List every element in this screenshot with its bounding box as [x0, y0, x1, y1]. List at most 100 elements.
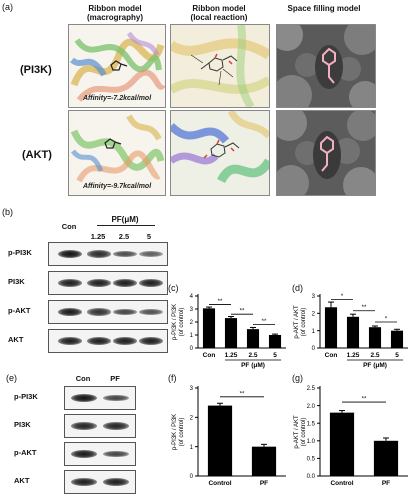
- x-tick-label-d-1: 1.25: [347, 352, 360, 359]
- blot-b-band-2-3: [139, 308, 163, 316]
- affinity-akt: Affinity=-9.7kcal/mol: [83, 183, 152, 190]
- panel-label-f: (f): [168, 373, 177, 383]
- blot-b-band-0-2: [113, 250, 137, 258]
- header-ribbon-local: Ribbon model (local reaction): [190, 4, 248, 22]
- y-tick-label-d-0: 0: [312, 346, 316, 352]
- blot-b-band-0-0: [58, 250, 82, 258]
- y-tick-label-c-0: 0: [190, 346, 194, 352]
- x-tick-label-g-0: Control: [330, 480, 353, 487]
- x-tick-label-g-1: PF: [382, 480, 390, 487]
- panel-label-g: (g): [292, 373, 303, 383]
- blot-b-band-1-1: [87, 279, 111, 287]
- bar-d-3: [390, 330, 404, 348]
- blot-b-band-1-2: [113, 279, 137, 287]
- lane-e-0: Con: [75, 374, 91, 383]
- y-tick-label-g-4: 2.0: [307, 404, 316, 410]
- y-label-g: p-AKT / AKT: [294, 415, 300, 449]
- blot-e-strip-2: [64, 442, 136, 466]
- y-tick-label-c-4: 4: [190, 294, 194, 300]
- row-label-akt: (AKT): [22, 149, 52, 161]
- bar-c-1: [224, 318, 238, 348]
- blot-b-label-3: AKT: [8, 335, 24, 344]
- blot-b-band-1-0: [58, 279, 82, 287]
- bar-g-1: [373, 440, 399, 476]
- y-label-sub-c: (of control): [179, 308, 185, 337]
- blot-b-band-1-3: [139, 279, 163, 287]
- space-filling-image-pi3k: [276, 24, 376, 108]
- blot-e-strip-3: [64, 470, 136, 494]
- x-tick-label-d-3: 5: [395, 352, 399, 359]
- x-tick-label-f-0: Control: [208, 480, 231, 487]
- y-label-c: p-PI3K / PI3K: [172, 304, 178, 340]
- blot-b-strip-2: [48, 300, 168, 324]
- ribbon-local-image-akt: [170, 110, 270, 196]
- y-tick-label-d-3: 3: [312, 294, 316, 300]
- blot-e-strip-1: [64, 414, 136, 438]
- y-tick-label-g-5: 2.5: [307, 386, 316, 392]
- blot-b-band-2-0: [58, 308, 82, 316]
- blot-b-label-1: PI3K: [8, 277, 25, 286]
- blot-b-label-2: p-AKT: [8, 306, 31, 315]
- treatment-label-b: PF(μM): [111, 215, 139, 224]
- panel-label-a: (a): [2, 2, 13, 12]
- y-tick-label-g-0: 0.0: [307, 474, 316, 480]
- y-label-sub-g: (of control): [301, 418, 307, 447]
- x-tick-label-c-3: 5: [273, 352, 277, 359]
- panel-label-c: (c): [168, 283, 179, 293]
- panel-label-e: (e): [6, 373, 17, 383]
- lane-b-1: 1.25: [90, 232, 106, 241]
- space-filling-image-akt: [276, 110, 376, 196]
- sig-label-d-1: **: [362, 305, 367, 311]
- treatment-line-b: [97, 225, 155, 226]
- blot-e-band-2-1: [103, 450, 129, 458]
- header-ribbon-macro: Ribbon model (macrography): [86, 4, 143, 22]
- blot-b-band-3-1: [87, 337, 111, 345]
- bar-d-1: [346, 316, 360, 348]
- blot-b-strip-0: [48, 242, 168, 266]
- blot-b-strip-1: [48, 271, 168, 295]
- blot-b-band-3-3: [139, 337, 163, 345]
- blot-b-band-3-2: [113, 337, 137, 345]
- sig-label-c-0: **: [218, 299, 223, 305]
- bar-c-0: [202, 308, 216, 348]
- lane-e-1: PF: [110, 374, 120, 383]
- ribbon-macro-image-akt: Affinity=-9.7kcal/mol: [68, 110, 166, 196]
- bar-g-0: [329, 412, 355, 476]
- x-tick-label-c-2: 2.5: [248, 352, 257, 359]
- y-tick-label-g-1: 0.5: [307, 457, 316, 463]
- bar-f-1: [251, 446, 277, 476]
- blot-b-strip-3: [48, 329, 168, 353]
- blot-e-band-3-1: [103, 478, 129, 486]
- blot-e-strip-0: [64, 386, 136, 410]
- blot-b-band-2-2: [113, 308, 137, 316]
- bar-chart-c: 0 1 2 3 4 Con 1.25 2.5 5 ** ** ** p-PI3K / PI3K (of c…: [172, 294, 286, 369]
- blot-e-label-2: p-AKT: [14, 448, 37, 457]
- y-tick-label-c-3: 3: [190, 307, 194, 313]
- x-tick-label-d-0: Con: [325, 352, 338, 359]
- sig-label-c-2: **: [262, 319, 267, 325]
- bar-d-2: [368, 327, 382, 348]
- y-label-sub-d: (of control): [301, 308, 307, 337]
- lane-b-3: 5: [146, 232, 152, 241]
- blot-e-band-2-0: [71, 450, 97, 458]
- bar-chart-g: 0.0 0.5 1.0 1.5 2.0 2.5 Control PF ** p-AKT / AKT…: [294, 386, 408, 487]
- sig-label-c-1: **: [240, 309, 245, 315]
- y-tick-label-d-1: 1: [312, 329, 316, 335]
- blot-e-band-0-1: [103, 394, 129, 402]
- ribbon-local-image-pi3k: [170, 24, 270, 108]
- sig-label-f-0: **: [240, 391, 245, 397]
- blot-e-band-3-0: [71, 478, 97, 486]
- x-tick-label-f-1: PF: [260, 480, 268, 487]
- x-tick-label-c-0: Con: [203, 352, 216, 359]
- row-label-pi3k: (PI3K): [20, 64, 52, 76]
- y-tick-label-f-0: 0: [190, 474, 194, 480]
- sig-label-d-2: *: [385, 317, 388, 323]
- y-tick-label-c-2: 2: [190, 320, 194, 326]
- x-tick-label-c-1: 1.25: [225, 352, 238, 359]
- blot-e-label-3: AKT: [14, 476, 30, 485]
- x-tick-label-d-2: 2.5: [370, 352, 379, 359]
- sig-label-d-0: *: [341, 294, 344, 300]
- y-label-d: p-AKT / AKT: [294, 305, 300, 339]
- x-label-d: PF (μM): [363, 362, 387, 369]
